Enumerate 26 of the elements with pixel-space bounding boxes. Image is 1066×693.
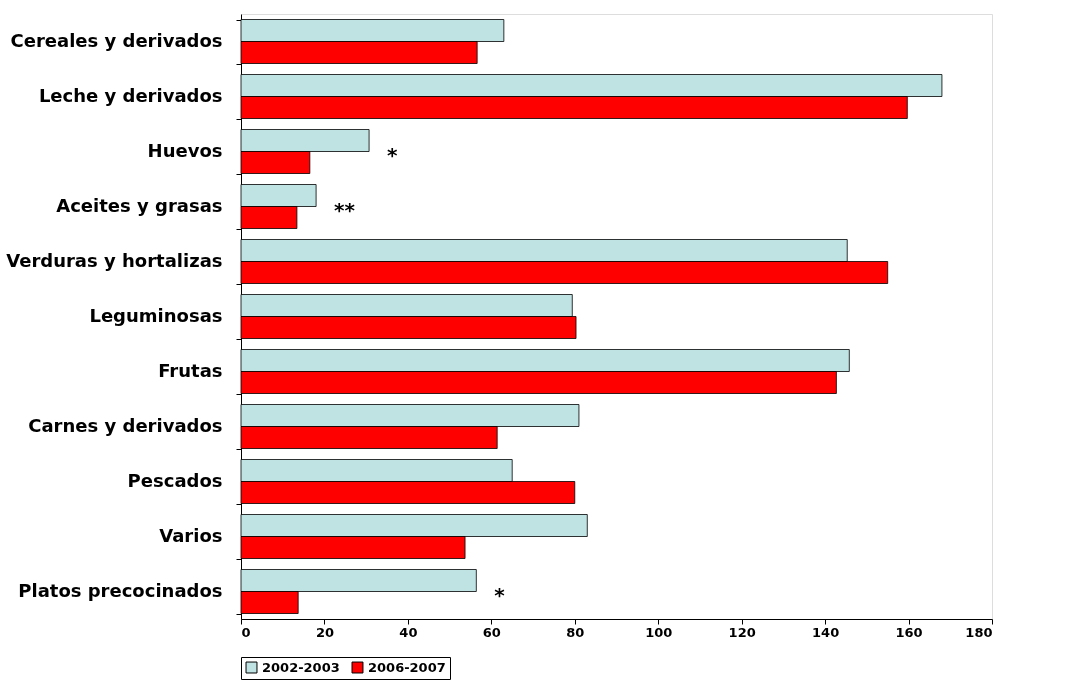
x-tick-label: 180 [965,624,993,640]
x-tick-label: 80 [566,624,585,640]
y-tick-label: Frutas [158,360,223,381]
y-tick-label: Huevos [147,140,223,161]
x-tick-label: 60 [482,624,501,640]
y-tick-label: Leche y derivados [38,85,223,106]
y-tick-label: Carnes y derivados [28,415,223,436]
y-tick-label: Aceites y grasas [56,195,223,216]
x-tick-label: 0 [241,624,251,640]
x-tick-label: 100 [645,624,673,640]
y-tick-label: Varios [159,525,223,546]
y-tick-label: Leguminosas [89,305,223,326]
x-tick-label: 40 [399,624,418,640]
y-tick-label: Platos precocinados [18,580,223,601]
y-tick-label: Pescados [127,470,223,491]
y-tick-label: Cereales y derivados [10,30,223,51]
x-tick-label: 140 [812,624,840,640]
x-tick-label: 20 [315,624,334,640]
annotation: ** [334,197,356,222]
annotation: * [494,582,506,607]
x-tick-label: 160 [895,624,923,640]
legend-label: 2006-2007 [368,659,446,675]
legend-label: 2002-2003 [262,659,340,675]
y-tick-label: Verduras y hortalizas [6,250,223,271]
annotation: * [387,142,399,167]
x-tick-label: 120 [728,624,756,640]
